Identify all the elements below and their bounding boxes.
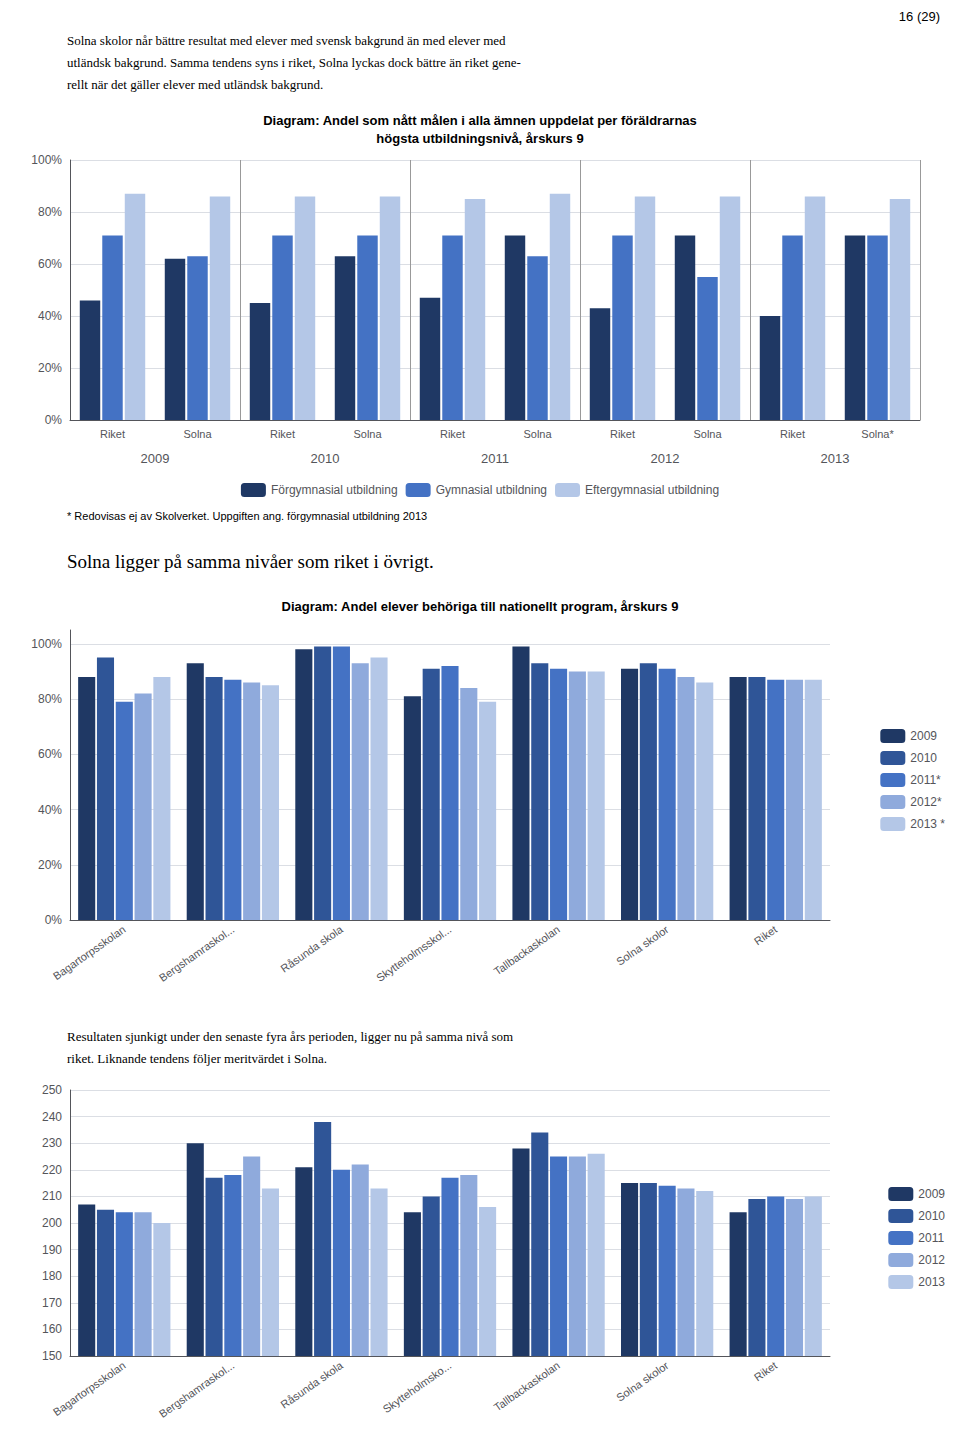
svg-text:högsta utbildningsnivå, årskur: högsta utbildningsnivå, årskurs 9	[376, 131, 583, 146]
svg-text:Solna: Solna	[353, 428, 382, 440]
svg-text:Diagram: Andel elever behöriga: Diagram: Andel elever behöriga till nati…	[282, 599, 679, 614]
svg-text:2009: 2009	[141, 451, 170, 466]
svg-text:2011*: 2011*	[910, 773, 941, 787]
svg-text:Skytteholmsskol...: Skytteholmsskol...	[374, 923, 453, 984]
svg-text:2012: 2012	[918, 1253, 945, 1267]
svg-text:0%: 0%	[45, 913, 63, 927]
svg-text:Tallbackaskolan: Tallbackaskolan	[492, 923, 562, 977]
svg-text:80%: 80%	[38, 205, 62, 219]
svg-text:250: 250	[42, 1083, 62, 1097]
svg-text:40%: 40%	[38, 309, 62, 323]
svg-text:2011: 2011	[918, 1231, 944, 1245]
svg-text:Solna ligger på samma nivåer s: Solna ligger på samma nivåer som riket i…	[67, 551, 434, 572]
svg-text:2009: 2009	[918, 1187, 945, 1201]
svg-text:2010: 2010	[910, 751, 937, 765]
svg-text:240: 240	[42, 1110, 62, 1124]
svg-text:16 (29): 16 (29)	[899, 9, 940, 24]
svg-text:Riket: Riket	[440, 428, 465, 440]
svg-text:Solna skolor: Solna skolor	[614, 1359, 671, 1404]
svg-text:0%: 0%	[45, 413, 63, 427]
svg-text:Riket: Riket	[752, 1359, 779, 1383]
svg-text:2012*: 2012*	[910, 795, 942, 809]
svg-text:Bagartorpsskolan: Bagartorpsskolan	[51, 923, 128, 982]
svg-text:150: 150	[42, 1349, 62, 1363]
svg-text:Bergshamraskol...: Bergshamraskol...	[157, 1359, 236, 1420]
svg-text:Solna skolor når bättre result: Solna skolor når bättre resultat med ele…	[67, 33, 506, 48]
svg-text:rellt när det gäller elever me: rellt när det gäller elever med utländsk…	[67, 77, 323, 92]
svg-text:Riket: Riket	[780, 428, 805, 440]
svg-text:2013: 2013	[821, 451, 850, 466]
svg-text:Råsunda skola: Råsunda skola	[278, 1359, 345, 1411]
svg-text:60%: 60%	[38, 257, 62, 271]
svg-text:Riket: Riket	[752, 923, 779, 947]
svg-text:2013: 2013	[918, 1275, 945, 1289]
svg-text:Riket: Riket	[610, 428, 635, 440]
svg-text:Resultaten sjunkigt under den: Resultaten sjunkigt under den senaste fy…	[67, 1029, 513, 1044]
svg-text:20%: 20%	[38, 361, 62, 375]
svg-text:20%: 20%	[38, 858, 62, 872]
svg-text:riket. Liknande tendens följer: riket. Liknande tendens följer meritvärd…	[67, 1051, 327, 1066]
svg-text:Förgymnasial utbildning: Förgymnasial utbildning	[271, 483, 398, 497]
svg-text:Eftergymnasial utbildning: Eftergymnasial utbildning	[585, 483, 719, 497]
svg-text:2013 *: 2013 *	[910, 817, 945, 831]
svg-text:100%: 100%	[31, 153, 62, 167]
svg-text:Solna skolor: Solna skolor	[614, 923, 671, 968]
svg-text:2010: 2010	[311, 451, 340, 466]
svg-text:Skytteholmsko...: Skytteholmsko...	[380, 1359, 453, 1415]
svg-text:60%: 60%	[38, 747, 62, 761]
svg-text:Solna: Solna	[183, 428, 212, 440]
svg-text:Solna: Solna	[693, 428, 722, 440]
svg-text:Gymnasial utbildning: Gymnasial utbildning	[436, 483, 547, 497]
svg-text:80%: 80%	[38, 692, 62, 706]
svg-text:200: 200	[42, 1216, 62, 1230]
svg-text:Bergshamraskol...: Bergshamraskol...	[157, 923, 236, 984]
svg-text:180: 180	[42, 1269, 62, 1283]
svg-text:Solna*: Solna*	[861, 428, 894, 440]
svg-text:Riket: Riket	[100, 428, 125, 440]
svg-text:Solna: Solna	[523, 428, 552, 440]
svg-text:40%: 40%	[38, 803, 62, 817]
svg-text:170: 170	[42, 1296, 62, 1310]
svg-text:2012: 2012	[651, 451, 680, 466]
svg-text:210: 210	[42, 1189, 62, 1203]
svg-text:100%: 100%	[31, 637, 62, 651]
svg-text:2010: 2010	[918, 1209, 945, 1223]
svg-text:Tallbackaskolan: Tallbackaskolan	[492, 1359, 562, 1413]
svg-text:Bagartorpsskolan: Bagartorpsskolan	[51, 1359, 128, 1418]
svg-text:2009: 2009	[910, 729, 937, 743]
svg-text:220: 220	[42, 1163, 62, 1177]
svg-text:Riket: Riket	[270, 428, 295, 440]
svg-text:2011: 2011	[481, 451, 509, 466]
svg-text:190: 190	[42, 1243, 62, 1257]
svg-text:160: 160	[42, 1322, 62, 1336]
svg-text:utländsk bakgrund. Samma tende: utländsk bakgrund. Samma tendens syns i …	[67, 55, 521, 70]
svg-text:* Redovisas ej av Skolverket.: * Redovisas ej av Skolverket. Uppgiften …	[67, 510, 427, 522]
svg-text:Diagram: Andel som nått målen: Diagram: Andel som nått målen i alla ämn…	[263, 113, 697, 128]
svg-text:Råsunda skola: Råsunda skola	[278, 923, 345, 975]
svg-text:230: 230	[42, 1136, 62, 1150]
